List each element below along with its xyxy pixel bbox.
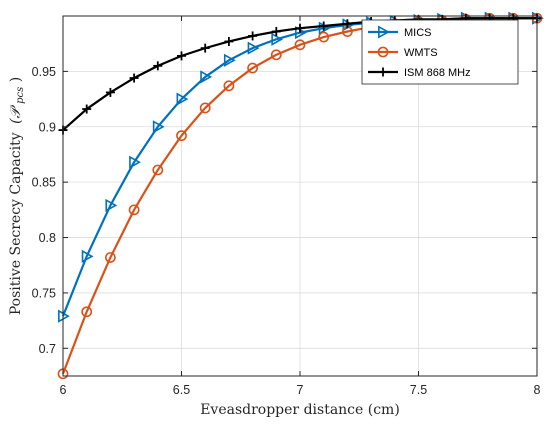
y-tick-label: 0.85 bbox=[32, 176, 56, 190]
data-point-ism-868-mhz bbox=[177, 51, 186, 61]
data-point-ism-868-mhz bbox=[295, 23, 305, 33]
y-axis-label-text: Positive Secrecy Capacity bbox=[8, 132, 24, 315]
data-point-mics bbox=[105, 198, 118, 212]
data-point-ism-868-mhz bbox=[82, 104, 92, 114]
legend-marker-ism-868-mhz bbox=[378, 67, 388, 77]
data-point-ism-868-mhz bbox=[342, 19, 352, 29]
data-point-wmts bbox=[270, 49, 282, 61]
legend: MICS WMTS ISM 868 MHz bbox=[361, 19, 519, 85]
ticks bbox=[62, 16, 538, 376]
legend-marker-wmts bbox=[377, 46, 389, 58]
y-axis-label: Positive Secrecy Capacity (𝒫 pcs ) bbox=[8, 77, 27, 315]
data-point-ism-868-mhz bbox=[200, 43, 210, 53]
data-point-wmts bbox=[128, 204, 140, 216]
data-point-ism-868-mhz bbox=[224, 36, 234, 46]
y-axis-label-close: ) bbox=[8, 77, 24, 82]
data-point-wmts bbox=[318, 31, 330, 43]
x-tick-label: 6 bbox=[60, 383, 67, 397]
data-point-wmts bbox=[199, 102, 211, 114]
y-tick-label: 0.8 bbox=[39, 231, 56, 245]
legend-marker-mics bbox=[378, 25, 390, 39]
data-point-mics bbox=[81, 249, 94, 263]
legend-label-mics: MICS bbox=[404, 27, 432, 39]
data-point-ism-868-mhz bbox=[105, 87, 115, 97]
data-point-ism-868-mhz bbox=[129, 73, 139, 83]
data-point-mics bbox=[129, 155, 141, 169]
data-point-mics bbox=[152, 120, 165, 134]
data-point-mics bbox=[58, 309, 70, 323]
data-point-wmts bbox=[223, 80, 235, 92]
y-tick-label: 0.75 bbox=[32, 286, 56, 300]
legend-label-ism-868-mhz: ISM 868 MHz bbox=[404, 67, 471, 79]
data-point-ism-868-mhz bbox=[319, 21, 329, 31]
legend-label-wmts: WMTS bbox=[404, 47, 438, 59]
data-point-wmts bbox=[105, 252, 116, 263]
x-axis-label: Eveasdropper distance (cm) bbox=[200, 402, 400, 418]
x-tick-label: 7 bbox=[297, 383, 304, 397]
x-tick-label: 6.5 bbox=[173, 383, 190, 397]
y-tick-label: 0.95 bbox=[32, 65, 56, 79]
data-point-mics bbox=[223, 53, 236, 67]
data-point-wmts bbox=[176, 130, 187, 142]
data-point-ism-868-mhz bbox=[248, 31, 258, 41]
data-point-wmts bbox=[294, 39, 306, 51]
data-point-mics bbox=[176, 92, 189, 106]
y-tick-label: 0.7 bbox=[39, 342, 56, 356]
data-point-wmts bbox=[247, 62, 258, 74]
data-point-ism-868-mhz bbox=[153, 61, 163, 71]
data-point-wmts bbox=[81, 306, 93, 318]
y-axis-label-subscript: pcs bbox=[15, 87, 26, 104]
data-point-ism-868-mhz bbox=[271, 27, 281, 37]
x-tick-label: 7.5 bbox=[410, 383, 427, 397]
tick-labels: 6 6.5 7 7.5 8 0.7 0.75 0.8 0.85 0.9 0.95 bbox=[32, 65, 541, 397]
y-tick-label: 0.9 bbox=[39, 120, 56, 134]
data-point-mics bbox=[200, 70, 213, 84]
x-tick-label: 8 bbox=[534, 383, 541, 397]
y-axis-label-symbol: (𝒫 bbox=[8, 104, 24, 123]
data-point-mics bbox=[271, 32, 284, 46]
data-point-mics bbox=[247, 41, 260, 55]
data-point-wmts bbox=[152, 164, 164, 176]
